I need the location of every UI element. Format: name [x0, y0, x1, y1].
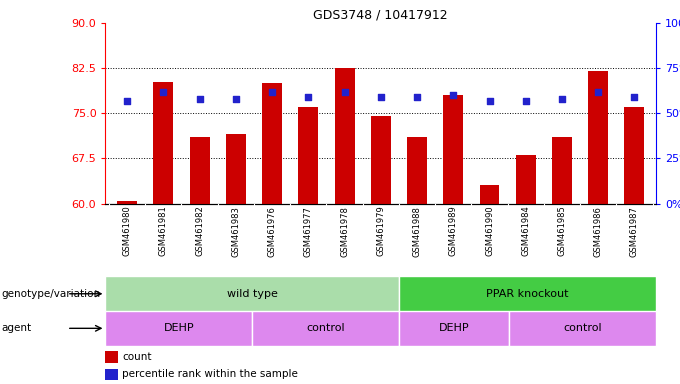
- Bar: [105, 351, 118, 363]
- Point: [484, 98, 495, 104]
- Text: DEHP: DEHP: [163, 323, 194, 333]
- Point: [411, 94, 422, 100]
- Point: [303, 94, 313, 100]
- Text: GSM461984: GSM461984: [522, 206, 530, 257]
- Point: [158, 89, 169, 95]
- Text: GSM461982: GSM461982: [195, 206, 204, 257]
- Bar: [443, 95, 463, 204]
- Text: count: count: [122, 352, 152, 362]
- Point: [593, 89, 604, 95]
- Bar: [479, 185, 500, 204]
- Bar: [552, 137, 572, 204]
- Text: wild type: wild type: [227, 289, 277, 299]
- Point: [520, 98, 531, 104]
- Bar: [226, 134, 245, 204]
- Point: [339, 89, 350, 95]
- Bar: [105, 276, 399, 311]
- Bar: [252, 311, 399, 346]
- Text: GSM461983: GSM461983: [231, 206, 240, 257]
- Text: GSM461985: GSM461985: [558, 206, 566, 257]
- Bar: [117, 200, 137, 204]
- Point: [448, 92, 459, 98]
- Point: [267, 89, 277, 95]
- Text: GSM461976: GSM461976: [268, 206, 277, 257]
- Bar: [399, 276, 656, 311]
- Bar: [335, 68, 354, 204]
- Text: GSM461989: GSM461989: [449, 206, 458, 257]
- Bar: [407, 137, 427, 204]
- Text: agent: agent: [1, 323, 31, 333]
- Text: control: control: [307, 323, 345, 333]
- Bar: [399, 311, 509, 346]
- Text: PPAR knockout: PPAR knockout: [486, 289, 569, 299]
- Text: GSM461979: GSM461979: [376, 206, 386, 257]
- Bar: [105, 311, 252, 346]
- Text: GSM461980: GSM461980: [122, 206, 132, 257]
- Bar: [299, 107, 318, 204]
- Bar: [588, 71, 608, 204]
- Point: [375, 94, 386, 100]
- Point: [629, 94, 640, 100]
- Bar: [371, 116, 391, 204]
- Bar: [105, 369, 118, 380]
- Bar: [154, 82, 173, 204]
- Text: GSM461986: GSM461986: [594, 206, 602, 257]
- Text: GSM461987: GSM461987: [630, 206, 639, 257]
- Bar: [516, 156, 536, 204]
- Text: GSM461977: GSM461977: [304, 206, 313, 257]
- Text: GSM461990: GSM461990: [485, 206, 494, 257]
- Text: GSM461988: GSM461988: [413, 206, 422, 257]
- Point: [122, 98, 133, 104]
- Text: control: control: [564, 323, 602, 333]
- Point: [231, 96, 241, 102]
- Text: GSM461981: GSM461981: [159, 206, 168, 257]
- Text: genotype/variation: genotype/variation: [1, 289, 101, 299]
- Bar: [190, 137, 209, 204]
- Point: [556, 96, 567, 102]
- Bar: [624, 107, 645, 204]
- Bar: [509, 311, 656, 346]
- Bar: [262, 83, 282, 204]
- Title: GDS3748 / 10417912: GDS3748 / 10417912: [313, 9, 448, 22]
- Point: [194, 96, 205, 102]
- Text: GSM461978: GSM461978: [340, 206, 349, 257]
- Text: percentile rank within the sample: percentile rank within the sample: [122, 369, 298, 379]
- Text: DEHP: DEHP: [439, 323, 470, 333]
